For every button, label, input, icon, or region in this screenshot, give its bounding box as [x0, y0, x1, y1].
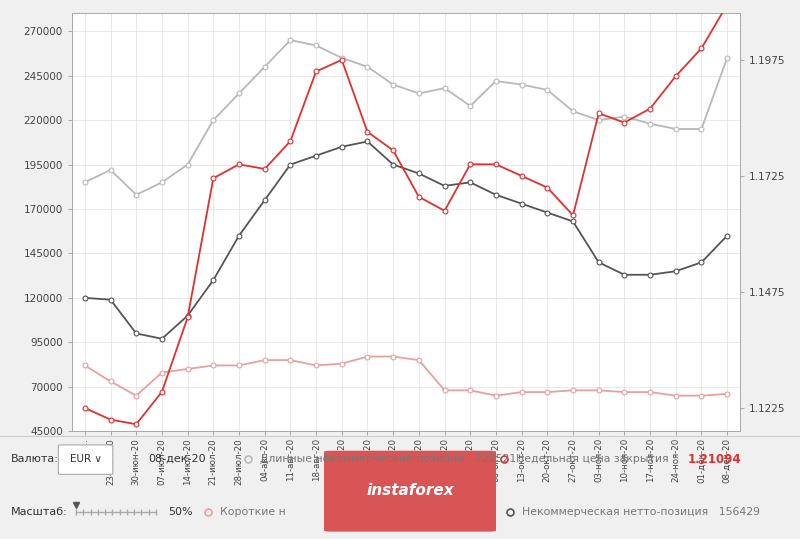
Text: 08-дек-20: 08-дек-20: [148, 454, 206, 464]
Text: Недельная цена закрытия: Недельная цена закрытия: [516, 454, 676, 464]
FancyBboxPatch shape: [58, 445, 113, 474]
Text: Длинные некоммерческие позиции   222521: Длинные некоммерческие позиции 222521: [260, 454, 516, 464]
Text: Масштаб:: Масштаб:: [10, 507, 67, 517]
Text: EUR ∨: EUR ∨: [70, 454, 102, 464]
Text: instaforex: instaforex: [366, 483, 454, 498]
Text: 1.21094: 1.21094: [688, 453, 742, 466]
FancyBboxPatch shape: [324, 451, 496, 531]
Text: Короткие н: Короткие н: [220, 507, 286, 517]
Text: Валюта:: Валюта:: [10, 454, 58, 464]
Text: Некоммерческая нетто-позиция   156429: Некоммерческая нетто-позиция 156429: [522, 507, 760, 517]
Text: 50%: 50%: [168, 507, 193, 517]
